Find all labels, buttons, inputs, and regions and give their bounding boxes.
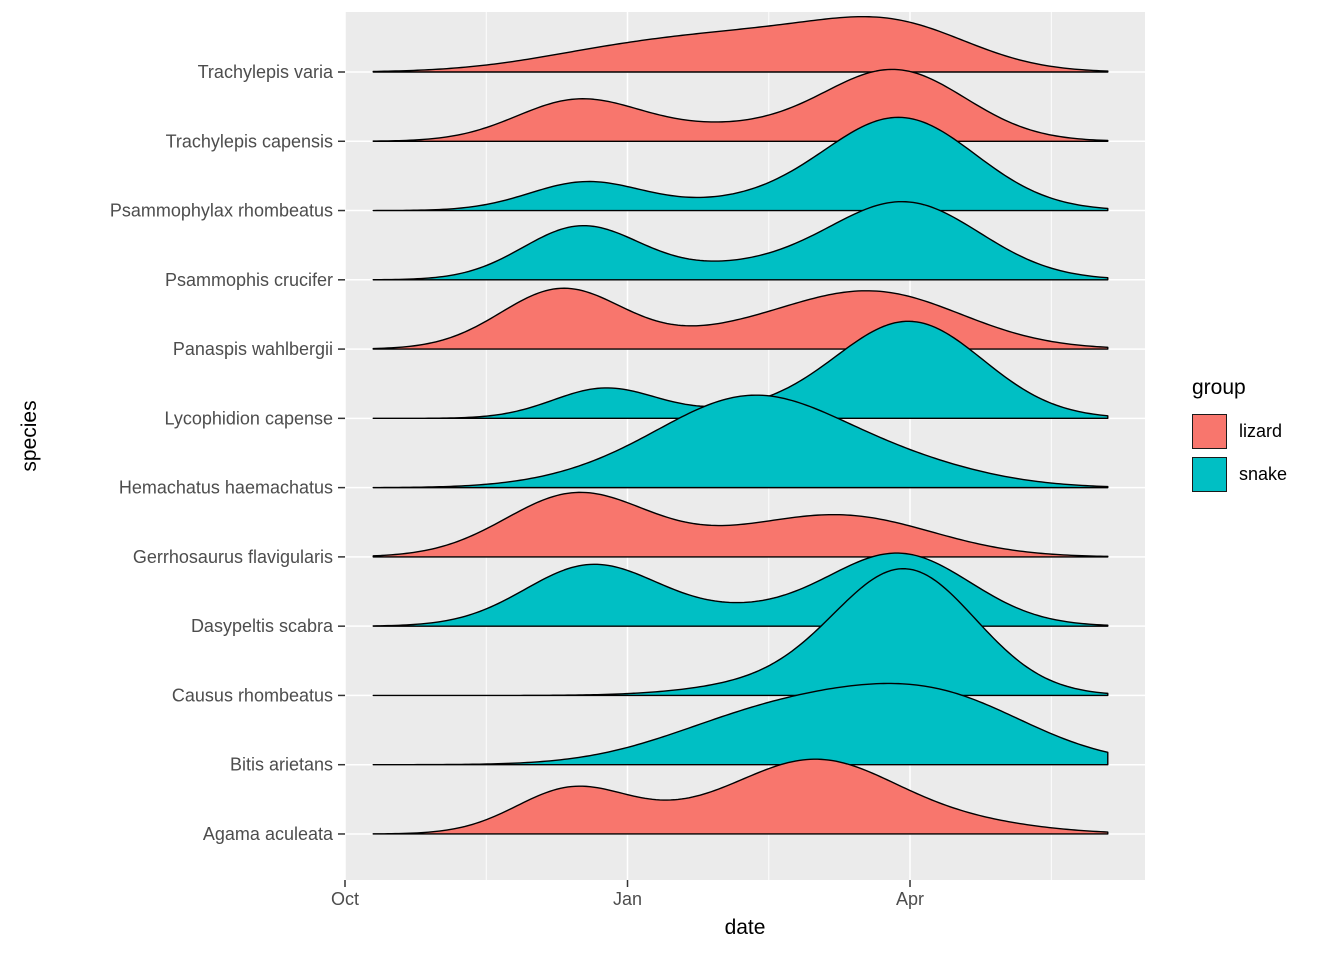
legend-item-lizard: lizard (1192, 414, 1287, 449)
ridges-group (372, 15, 1109, 835)
ridge-trachylepis-varia (372, 15, 1109, 73)
species-label: Dasypeltis scabra (191, 616, 334, 636)
species-label: Psammophis crucifer (165, 270, 333, 290)
x-tick-label: Apr (896, 889, 924, 909)
ridge-gerrhosaurus-flavigularis (372, 491, 1109, 558)
legend-label-lizard: lizard (1239, 421, 1283, 441)
ridge-psammophis-crucifer (372, 200, 1109, 281)
ridge-hemachatus-haemachatus (372, 394, 1109, 489)
species-label: Lycophidion capense (165, 408, 333, 428)
legend-swatch-snake (1192, 457, 1227, 492)
legend-swatch-lizard (1192, 414, 1227, 449)
species-label: Gerrhosaurus flavigularis (133, 547, 333, 567)
ridge-agama-aculeata (372, 758, 1109, 835)
species-label: Trachylepis varia (198, 62, 334, 82)
species-label: Panaspis wahlbergii (173, 339, 333, 359)
legend-label-snake: snake (1239, 464, 1288, 484)
legend-title: group (1192, 376, 1246, 399)
x-axis-title: date (724, 916, 766, 939)
ridge-bitis-arietans (372, 682, 1109, 766)
species-label: Causus rhombeatus (172, 685, 333, 705)
ridge-psammophylax-rhombeatus (372, 116, 1109, 212)
x-tick-label: Oct (331, 889, 359, 909)
species-label: Agama aculeata (203, 824, 334, 844)
species-label: Psammophylax rhombeatus (110, 201, 333, 221)
legend: group lizard snake (1192, 376, 1287, 500)
species-label: Trachylepis capensis (166, 131, 333, 151)
legend-item-snake: snake (1192, 457, 1287, 492)
y-axis-title: species (18, 400, 41, 472)
species-label: Hemachatus haemachatus (119, 478, 333, 498)
species-label: Bitis arietans (230, 755, 333, 775)
x-tick-label: Jan (613, 889, 642, 909)
ridge-causus-rhombeatus (372, 568, 1109, 697)
